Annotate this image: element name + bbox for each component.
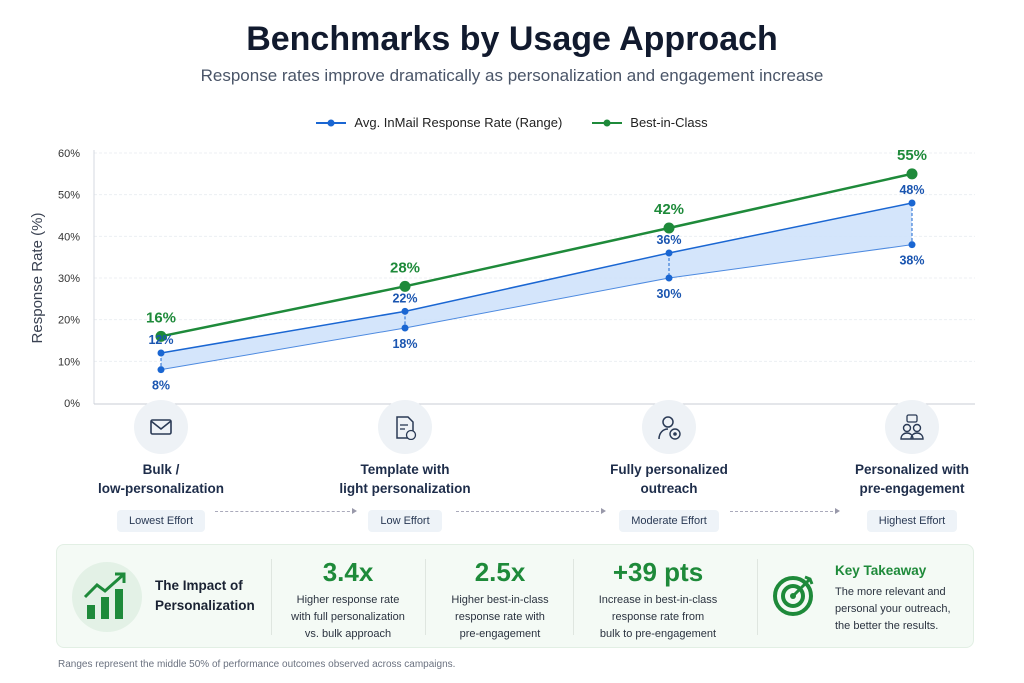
takeaway-title: Key Takeaway — [835, 563, 927, 578]
best-in-class-point — [906, 168, 918, 180]
footnote: Ranges represent the middle 50% of perfo… — [58, 659, 456, 670]
range-high-label: 12% — [148, 333, 173, 347]
takeaway-text: the better the results. — [835, 620, 939, 632]
y-tick-label: 60% — [58, 148, 80, 160]
range-low-point — [908, 241, 916, 249]
takeaway-text: personal your outreach, — [835, 603, 951, 615]
stat-text: Higher best-in-class — [451, 594, 549, 606]
legend-swatch-blue — [316, 119, 347, 126]
stat-value: +39 pts — [612, 557, 704, 587]
best-in-class-point — [155, 330, 167, 342]
y-tick-label: 10% — [58, 356, 80, 368]
category-label-line: pre-engagement — [859, 481, 965, 496]
effort-arrow — [215, 508, 357, 514]
page-subtitle: Response rates improve dramatically as p… — [200, 66, 824, 85]
legend-swatch-green — [592, 119, 623, 126]
best-in-class-label: 42% — [654, 201, 684, 218]
range-high-line — [160, 202, 913, 354]
effort-badge: Low Effort — [368, 510, 442, 532]
users-chat-icon — [885, 400, 939, 454]
y-tick-label: 30% — [58, 273, 80, 285]
category-label: Bulk / low-personalization — [61, 460, 261, 498]
effort-badge: Lowest Effort — [117, 510, 205, 532]
page-title: Benchmarks by Usage Approach — [246, 20, 778, 58]
stat-text: with full personalization — [291, 611, 405, 623]
y-tick-label: 50% — [58, 190, 80, 202]
impact-panel: The Impact of Personalization 3.4x Highe… — [56, 544, 974, 648]
category-1: Bulk / low-personalization Lowest Effort — [61, 400, 261, 532]
y-tick-label: 0% — [64, 398, 80, 410]
category-label: Fully personalized outreach — [569, 460, 769, 498]
stat-card: 3.4x Higher response rate with full perso… — [273, 545, 423, 647]
best-in-class-label: 28% — [390, 259, 420, 276]
effort-badge: Highest Effort — [866, 510, 958, 532]
stat-value: 3.4x — [322, 557, 374, 587]
y-tick-label: 40% — [58, 231, 80, 243]
best-in-class-point — [399, 280, 411, 292]
category-4: Personalized with pre-engagement Highest … — [812, 400, 1012, 532]
category-label-line: low-personalization — [97, 481, 224, 496]
stat-text: response rate with — [455, 611, 545, 623]
legend-label: Avg. InMail Response Rate (Range) — [354, 115, 563, 130]
stat-text: Higher response rate — [296, 594, 400, 606]
stat-card: +39 pts Increase in best-in-class respons… — [575, 545, 741, 647]
best-in-class-label: 55% — [897, 147, 927, 164]
category-label-line: light personalization — [339, 481, 471, 496]
legend-item-avg: Avg. InMail Response Rate (Range) — [316, 115, 562, 130]
user-star-icon — [642, 400, 696, 454]
best-in-class-point — [663, 222, 675, 234]
range-low-point — [665, 274, 673, 282]
category-3: Fully personalized outreach Moderate Effo… — [569, 400, 769, 532]
best-in-class-label: 16% — [146, 309, 176, 326]
range-high-point — [157, 349, 165, 357]
stat-value: 2.5x — [474, 557, 526, 587]
envelope-icon — [134, 400, 188, 454]
effort-arrow — [456, 508, 606, 514]
range-low-label: 30% — [656, 287, 681, 301]
category-label-line: Template with — [360, 462, 450, 477]
effort-badge: Moderate Effort — [619, 510, 719, 532]
range-low-line — [160, 244, 913, 371]
target-icon — [769, 545, 819, 647]
y-tick-label: 20% — [58, 315, 80, 327]
range-band — [161, 203, 912, 370]
range-high-point — [401, 307, 409, 315]
category-label-line: Fully personalized — [610, 462, 728, 477]
growth-chart-icon — [69, 545, 145, 647]
category-label: Template with light personalization — [305, 460, 505, 498]
stat-card: 2.5x Higher best-in-class response rate w… — [427, 545, 573, 647]
range-low-label: 18% — [392, 337, 417, 351]
legend-item-best: Best-in-Class — [592, 115, 708, 130]
takeaway-text: The more relevant and — [835, 586, 946, 598]
category-label-line: Personalized with — [854, 462, 970, 477]
range-low-label: 8% — [152, 379, 170, 393]
range-high-label: 48% — [899, 183, 924, 197]
stat-text: pre-engagement — [459, 628, 541, 640]
category-label-line: Bulk / — [142, 462, 180, 477]
category-label-line: outreach — [640, 481, 698, 496]
range-high-point — [908, 199, 916, 207]
legend: Avg. InMail Response Rate (Range) Best-i… — [0, 115, 1024, 130]
stat-text: Increase in best-in-class — [598, 594, 718, 606]
range-low-point — [157, 366, 165, 374]
y-axis-label: Response Rate (%) — [29, 213, 46, 344]
stat-text: response rate from — [611, 611, 705, 623]
stat-text: bulk to pre-engagement — [599, 628, 717, 640]
stat-text: vs. bulk approach — [304, 628, 392, 640]
legend-label: Best-in-Class — [630, 115, 708, 130]
best-in-class-line — [160, 172, 913, 338]
impact-title-line1: The Impact of — [155, 578, 243, 593]
range-high-label: 36% — [656, 233, 681, 247]
category-label: Personalized with pre-engagement — [812, 460, 1012, 498]
range-high-label: 22% — [392, 291, 417, 305]
document-user-icon — [378, 400, 432, 454]
category-2: Template with light personalization Low E… — [305, 400, 505, 532]
range-low-label: 38% — [899, 254, 924, 268]
impact-title-line2: Personalization — [155, 598, 255, 613]
effort-arrow — [730, 508, 840, 514]
range-low-point — [401, 324, 409, 332]
line-chart: Response Rate (%) 0% 10% 20% 30% 40% 50% 60% 16… — [29, 147, 975, 410]
range-high-point — [665, 249, 673, 257]
